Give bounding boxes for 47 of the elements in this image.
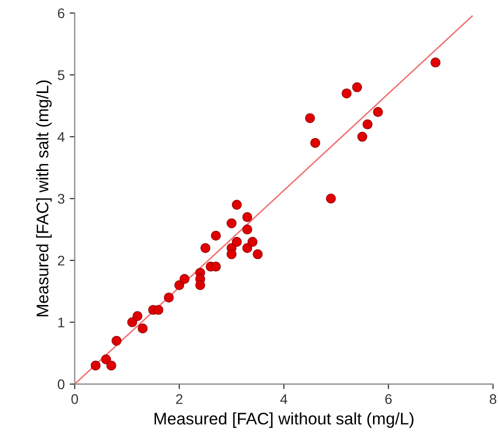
point [164, 292, 174, 302]
point [252, 249, 263, 260]
point [210, 230, 221, 241]
point [357, 132, 368, 142]
point [90, 360, 101, 370]
point [127, 317, 138, 328]
y-tick-label: 1 [58, 318, 64, 328]
point [200, 243, 210, 253]
point [342, 88, 352, 98]
point [153, 304, 164, 315]
point [132, 311, 142, 321]
point [373, 107, 383, 117]
point [326, 194, 336, 204]
point [242, 212, 252, 222]
point [232, 200, 242, 210]
point [138, 323, 148, 334]
point [430, 58, 440, 68]
x-tick-label: 6 [385, 394, 392, 404]
point [101, 354, 112, 364]
y-tick-label: 3 [58, 194, 64, 204]
point [210, 262, 221, 272]
point [232, 236, 242, 247]
x-tick-label: 2 [176, 394, 182, 404]
x-axis-title: Measured [FAC] without salt (mg/L) [154, 412, 414, 428]
point [195, 280, 206, 290]
y-tick-label: 6 [58, 8, 64, 18]
point [248, 236, 258, 247]
point [174, 280, 184, 290]
y-tick-label: 4 [58, 132, 65, 142]
point [226, 218, 237, 228]
point [106, 360, 116, 370]
point [112, 336, 122, 346]
point [352, 82, 362, 92]
y-tick-label: 0 [58, 379, 64, 390]
x-tick-label: 0 [71, 394, 78, 404]
point [242, 243, 252, 253]
x-tick-label: 8 [490, 394, 496, 404]
point [362, 119, 372, 130]
y-tick-label: 2 [58, 256, 64, 266]
y-axis-title: Measured [FAC] with salt (mg/L) [36, 80, 52, 316]
point [180, 274, 190, 284]
point [242, 224, 252, 234]
y-tick-label: 5 [58, 70, 64, 80]
point [226, 249, 237, 260]
x-tick-label: 4 [280, 394, 288, 404]
point [305, 113, 315, 124]
point [310, 138, 320, 148]
